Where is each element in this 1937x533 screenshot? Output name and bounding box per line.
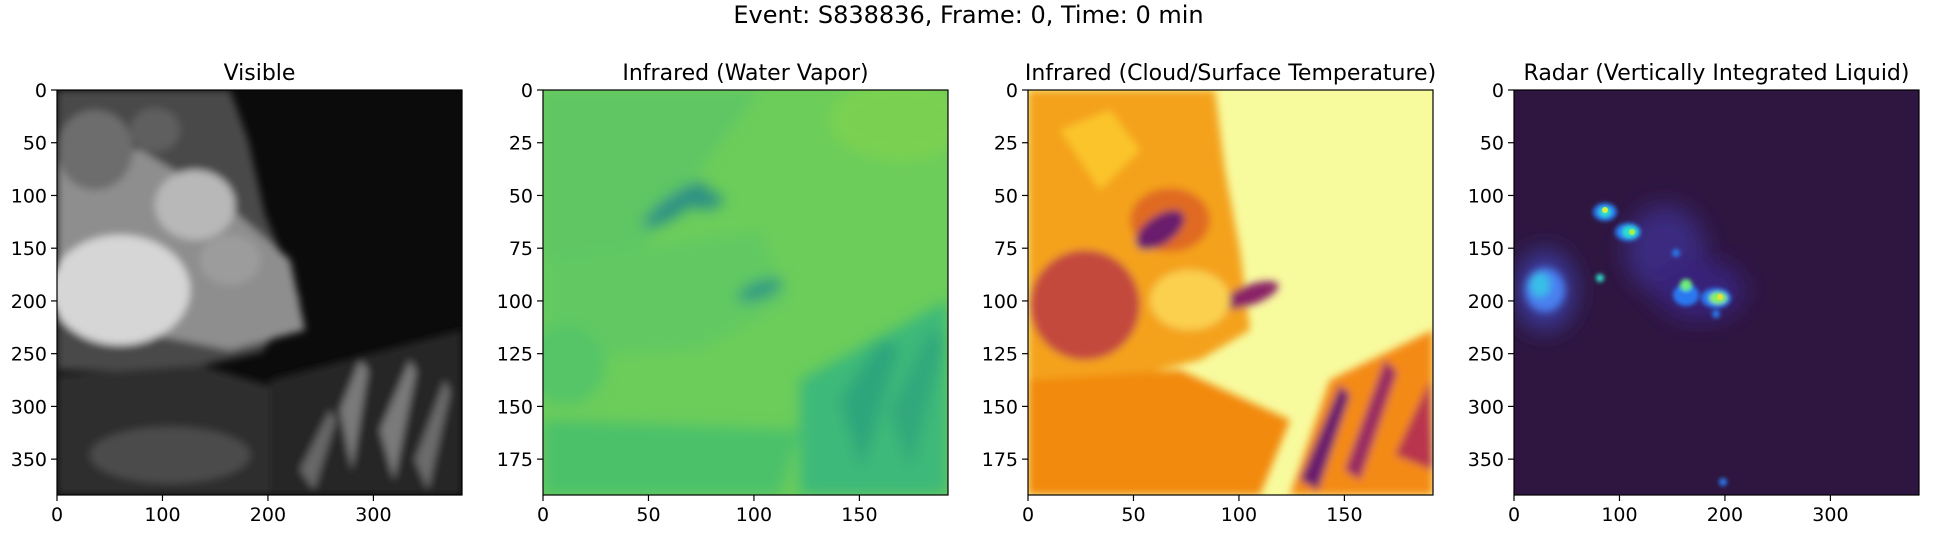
visible-axes-frame	[56, 89, 463, 496]
visible-title: Visible	[224, 61, 296, 86]
water-vapor-x-tick-label: 0	[537, 504, 549, 526]
water-vapor-y-tick-label: 75	[509, 238, 533, 260]
visible-y-tick-label: 250	[11, 344, 47, 366]
cloud-temperature-x-tick-label: 50	[1121, 504, 1145, 526]
visible-y-tick-label: 150	[11, 238, 47, 260]
radar-y-tick-label: 150	[1468, 238, 1504, 260]
panel-cloud-temperature	[1028, 90, 1433, 495]
radar-x-tick-label: 100	[1601, 504, 1637, 526]
cloud-temperature-y-tick-label: 75	[994, 238, 1018, 260]
water-vapor-y-tick-label: 50	[509, 185, 533, 207]
visible-y-tick-label: 0	[35, 80, 47, 102]
radar-y-tick-label: 250	[1468, 344, 1504, 366]
panel-water-vapor	[543, 90, 948, 495]
visible-y-tick-label: 100	[11, 185, 47, 207]
water-vapor-image-texture	[543, 90, 948, 495]
cloud-temperature-y-tick-label: 125	[982, 344, 1018, 366]
cloud-temperature-y-tick-label: 100	[982, 291, 1018, 313]
cloud-temperature-y-tick-label: 25	[994, 133, 1018, 155]
cloud-temperature-x-tick-label: 0	[1022, 504, 1034, 526]
radar-y-tick-label: 300	[1468, 396, 1504, 418]
visible-x-tick-label: 100	[144, 504, 180, 526]
water-vapor-y-tick-label: 0	[521, 80, 533, 102]
cloud-temperature-y-tick-label: 50	[994, 185, 1018, 207]
water-vapor-x-tick-label: 100	[736, 504, 772, 526]
panel-radar	[1514, 90, 1919, 495]
water-vapor-y-tick-label: 25	[509, 133, 533, 155]
radar-x-tick-label: 300	[1812, 504, 1848, 526]
water-vapor-x-tick-label: 50	[636, 504, 660, 526]
radar-x-tick-label: 0	[1508, 504, 1520, 526]
cloud-temperature-x-tick-label: 150	[1326, 504, 1362, 526]
radar-title: Radar (Vertically Integrated Liquid)	[1524, 61, 1910, 86]
visible-y-tick-label: 300	[11, 396, 47, 418]
cloud-temperature-y-tick-label: 150	[982, 396, 1018, 418]
figure-suptitle: Event: S838836, Frame: 0, Time: 0 min	[733, 1, 1204, 29]
cloud-temperature-axes-frame	[1027, 89, 1434, 496]
water-vapor-y-tick-label: 100	[497, 291, 533, 313]
visible-y-tick-label: 50	[23, 133, 47, 155]
radar-image-texture	[1515, 203, 1745, 486]
radar-y-tick-label: 0	[1492, 80, 1504, 102]
cloud-temperature-title: Infrared (Cloud/Surface Temperature)	[1025, 61, 1436, 86]
radar-y-tick-label: 50	[1480, 133, 1504, 155]
water-vapor-x-tick-label: 150	[841, 504, 877, 526]
water-vapor-title: Infrared (Water Vapor)	[622, 61, 868, 86]
panel-visible	[57, 90, 462, 495]
cloud-temperature-y-tick-label: 175	[982, 449, 1018, 471]
visible-y-tick-label: 200	[11, 291, 47, 313]
radar-x-tick-label: 200	[1707, 504, 1743, 526]
cloud-temperature-image-texture	[1028, 90, 1433, 495]
radar-y-tick-label: 100	[1468, 185, 1504, 207]
visible-x-tick-label: 300	[355, 504, 391, 526]
water-vapor-y-tick-label: 150	[497, 396, 533, 418]
water-vapor-y-tick-label: 175	[497, 449, 533, 471]
radar-axes-frame	[1513, 89, 1920, 496]
water-vapor-axes-frame	[542, 89, 949, 496]
water-vapor-y-tick-label: 125	[497, 344, 533, 366]
radar-y-tick-label: 200	[1468, 291, 1504, 313]
cloud-temperature-x-tick-label: 100	[1221, 504, 1257, 526]
visible-image-texture	[57, 90, 462, 495]
visible-x-tick-label: 200	[250, 504, 286, 526]
cloud-temperature-y-tick-label: 0	[1006, 80, 1018, 102]
radar-y-tick-label: 350	[1468, 449, 1504, 471]
visible-y-tick-label: 350	[11, 449, 47, 471]
visible-x-tick-label: 0	[51, 504, 63, 526]
